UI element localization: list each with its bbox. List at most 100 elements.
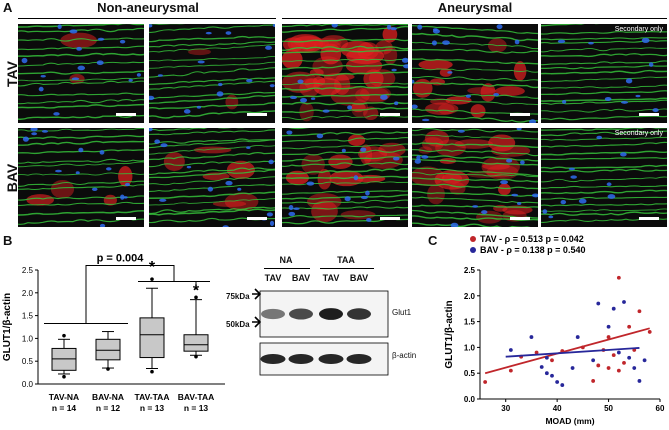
panel-a-letter: A — [3, 0, 13, 15]
micrograph-tav-3 — [282, 24, 408, 123]
arrow-50kda — [252, 316, 262, 328]
micrograph-tav-4 — [412, 24, 538, 123]
micrograph-tav-2 — [149, 24, 275, 123]
blot-lane-2: BAV — [291, 273, 311, 283]
fit-line-tav — [484, 327, 650, 375]
significance-bracket — [44, 265, 210, 325]
scale-bar — [116, 217, 136, 220]
micrograph-tav-1 — [18, 24, 144, 123]
scatter-point-bav — [627, 355, 632, 360]
scatter-point-tav — [596, 363, 601, 368]
scatter-point-bav — [591, 358, 596, 363]
scatter-xlabel: MOAD (mm) — [545, 416, 594, 426]
scatter-point-bav — [616, 350, 621, 355]
boxplot-ylabel: GLUT1/β-actin — [2, 293, 13, 361]
scale-bar — [247, 113, 267, 116]
non-aneurysmal-title: Non-aneurysmal — [97, 0, 199, 15]
blot-group-na: NA — [279, 255, 293, 265]
scatter-point-bav — [560, 383, 565, 387]
scatter-point-tav — [637, 309, 642, 314]
legend-marker-tav — [470, 236, 476, 242]
glut1-moad-scatter: 0.0 0.5 1.0 1.5 2.0 2.5 30 40 50 60 MOAD (mm) GLUT1… — [444, 234, 665, 426]
boxplot-ytick-label: 1.5 — [22, 312, 34, 321]
blot-lane-3: TAV — [322, 273, 340, 283]
scatter-point-tav — [606, 335, 611, 339]
boxplot-ytick-label: 0.0 — [22, 380, 34, 389]
scatter-point-tav — [611, 353, 616, 358]
scatter-point-tav — [647, 330, 652, 334]
scatter-xtick-label: 50 — [604, 404, 613, 413]
band-actin — [260, 354, 286, 364]
scatter-point-tav — [591, 379, 596, 383]
scatter-ytick-label: 0.0 — [464, 395, 476, 404]
band-glut1 — [347, 308, 371, 320]
aneurysmal-title: Aneurysmal — [437, 0, 513, 15]
scatter-point-bav — [544, 355, 549, 360]
box-outlier — [194, 295, 198, 300]
scatter-point-bav — [596, 301, 601, 306]
micrograph-bav-2 — [149, 128, 275, 227]
secondary-only-label: Secondary only — [614, 26, 663, 33]
scatter-point-tav — [550, 358, 554, 363]
scatter-point-bav — [555, 380, 560, 384]
boxplot-ytick-label: 1.0 — [22, 334, 34, 343]
scatter-point-bav — [508, 348, 513, 352]
scatter-point-bav — [622, 300, 626, 304]
band-glut1 — [261, 308, 285, 320]
band-label-glut1: Glut1 — [392, 308, 412, 317]
blot-group-taa: TAA — [337, 255, 355, 265]
non-aneurysmal-rule — [18, 18, 276, 19]
significance-star: * — [193, 283, 200, 300]
scatter-point-bav — [642, 358, 647, 363]
group-n: n = 12 — [96, 403, 121, 413]
box-outlier — [106, 367, 110, 371]
panel-c-letter: C — [428, 233, 438, 248]
box-outlier — [62, 374, 66, 379]
group-label: TAV-TAA — [135, 392, 170, 402]
scatter-ytick-label: 2.0 — [464, 292, 476, 301]
band-actin — [288, 354, 314, 364]
legend-marker-bav — [470, 247, 476, 253]
scatter-point-bav — [529, 335, 534, 339]
marker-50kda: 50kDa — [226, 320, 250, 329]
marker-75kda: 75kDa — [226, 292, 250, 301]
p-value-label: p = 0.004 — [97, 253, 145, 265]
micrograph-bav-3 — [282, 128, 408, 227]
significance-star: * — [149, 259, 156, 276]
legend-entry-tav: TAV - ρ = 0.513 p = 0.042 — [480, 234, 584, 244]
scatter-point-bav — [575, 335, 580, 339]
micrograph-bav-1 — [18, 128, 144, 227]
blot-taa-rule — [320, 268, 374, 269]
scatter-point-tav — [534, 350, 539, 355]
band-glut1 — [319, 308, 343, 320]
group-n: n = 13 — [184, 403, 209, 413]
scatter-xtick-label: 40 — [553, 404, 562, 413]
box-bav-na — [95, 338, 121, 361]
scatter-point-bav — [539, 365, 544, 369]
scatter-point-tav — [606, 366, 611, 370]
band-glut1 — [289, 308, 313, 320]
scatter-point-bav — [544, 371, 549, 376]
blot-lane-1: TAV — [264, 273, 282, 283]
scatter-point-bav — [550, 373, 554, 378]
scale-bar — [116, 113, 136, 116]
western-blot: NA TAA TAV BAV TAV BAV — [252, 255, 422, 385]
scale-bar — [510, 113, 530, 116]
scatter-point-bav — [637, 379, 642, 383]
scale-bar — [247, 217, 267, 220]
scatter-xtick-label: 30 — [501, 404, 510, 413]
micrograph-tav-5: Secondary only — [541, 24, 667, 123]
group-n: n = 13 — [140, 403, 165, 413]
aneurysmal-rule — [282, 18, 667, 19]
group-label: BAV-NA — [92, 392, 124, 402]
band-label-actin: β-actin — [392, 351, 417, 360]
scatter-point-bav — [611, 306, 616, 311]
box-outlier — [62, 333, 66, 338]
panel-b-letter: B — [3, 233, 13, 248]
scale-bar — [639, 217, 659, 220]
scatter-ytick-label: 0.5 — [464, 369, 476, 378]
scale-bar — [380, 217, 400, 220]
blot-lane-4: BAV — [349, 273, 369, 283]
scatter-point-bav — [606, 324, 611, 329]
box-outlier — [150, 277, 154, 281]
